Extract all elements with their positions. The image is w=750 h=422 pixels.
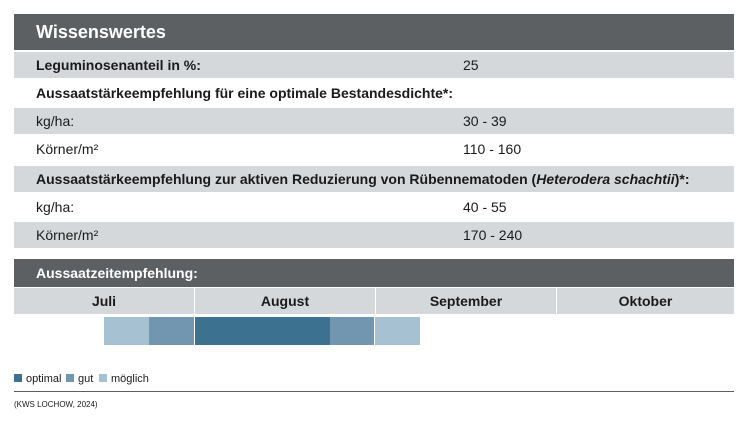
row-heading: Aussaatstärkeempfehlung für eine optimal… [36, 85, 453, 101]
row-label: kg/ha: [36, 113, 75, 129]
row-label: kg/ha: [36, 199, 75, 215]
legend-label: optimal [26, 373, 62, 385]
sowing-period-bars [0, 317, 750, 345]
month-column: Juli [14, 288, 194, 314]
row-label: Leguminosenanteil in %: [36, 57, 201, 73]
legend-label: gut [78, 373, 94, 385]
table-row-legume-share: Leguminosenanteil in %: 25 [14, 52, 734, 78]
table-row-nematode-kgha: kg/ha: 40 - 55 [14, 194, 734, 220]
month-column: Oktober [557, 288, 734, 314]
period-bar-möglich [104, 317, 150, 345]
info-title: Wissenswertes [36, 22, 166, 42]
source-note: (KWS LOCHOW, 2024) [14, 400, 98, 409]
month-row: Juli August September Oktober [14, 288, 734, 314]
timeline-header: Aussaatzeitempfehlung: [14, 259, 734, 287]
table-row-density-kgha: kg/ha: 30 - 39 [14, 108, 734, 134]
row-value: 170 - 240 [463, 227, 523, 243]
heading-species-italic: Heterodera schachtii [536, 171, 675, 187]
row-value: 30 - 39 [463, 113, 507, 129]
heading-text-post: )*: [674, 171, 690, 187]
row-value: 25 [463, 57, 479, 73]
legend-item: optimal [14, 372, 61, 386]
row-label: Körner/m² [36, 227, 99, 243]
timeline-title: Aussaatzeitempfehlung: [36, 265, 198, 281]
month-separator [193, 317, 195, 345]
period-bar-möglich [375, 317, 421, 345]
table-row-density-seeds: Körner/m² 110 - 160 [14, 136, 734, 162]
row-value: 40 - 55 [463, 199, 507, 215]
period-bar-gut [329, 317, 375, 345]
table-row-density-heading: Aussaatstärkeempfehlung für eine optimal… [14, 80, 734, 106]
legend-item: möglich [99, 372, 149, 386]
period-bar-gut [149, 317, 195, 345]
row-value: 110 - 160 [463, 141, 522, 157]
period-bar-optimal [194, 317, 285, 345]
info-header: Wissenswertes [14, 14, 734, 50]
row-label: Körner/m² [36, 141, 99, 157]
heading-text-pre: Aussaatstärkeempfehlung zur aktiven Redu… [36, 171, 537, 187]
month-column: September [376, 288, 556, 314]
divider [14, 391, 734, 392]
month-column: August [195, 288, 375, 314]
row-heading: Aussaatstärkeempfehlung zur aktiven Redu… [36, 166, 689, 192]
table-row-nematode-heading: Aussaatstärkeempfehlung zur aktiven Redu… [14, 166, 734, 192]
legend-swatch [14, 374, 22, 383]
legend-label: möglich [111, 373, 149, 385]
table-row-nematode-seeds: Körner/m² 170 - 240 [14, 222, 734, 248]
legend-item: gut [66, 372, 93, 386]
month-separator [374, 317, 375, 345]
legend-swatch [99, 374, 107, 383]
period-bar-optimal [284, 317, 330, 345]
legend-swatch [66, 374, 74, 383]
